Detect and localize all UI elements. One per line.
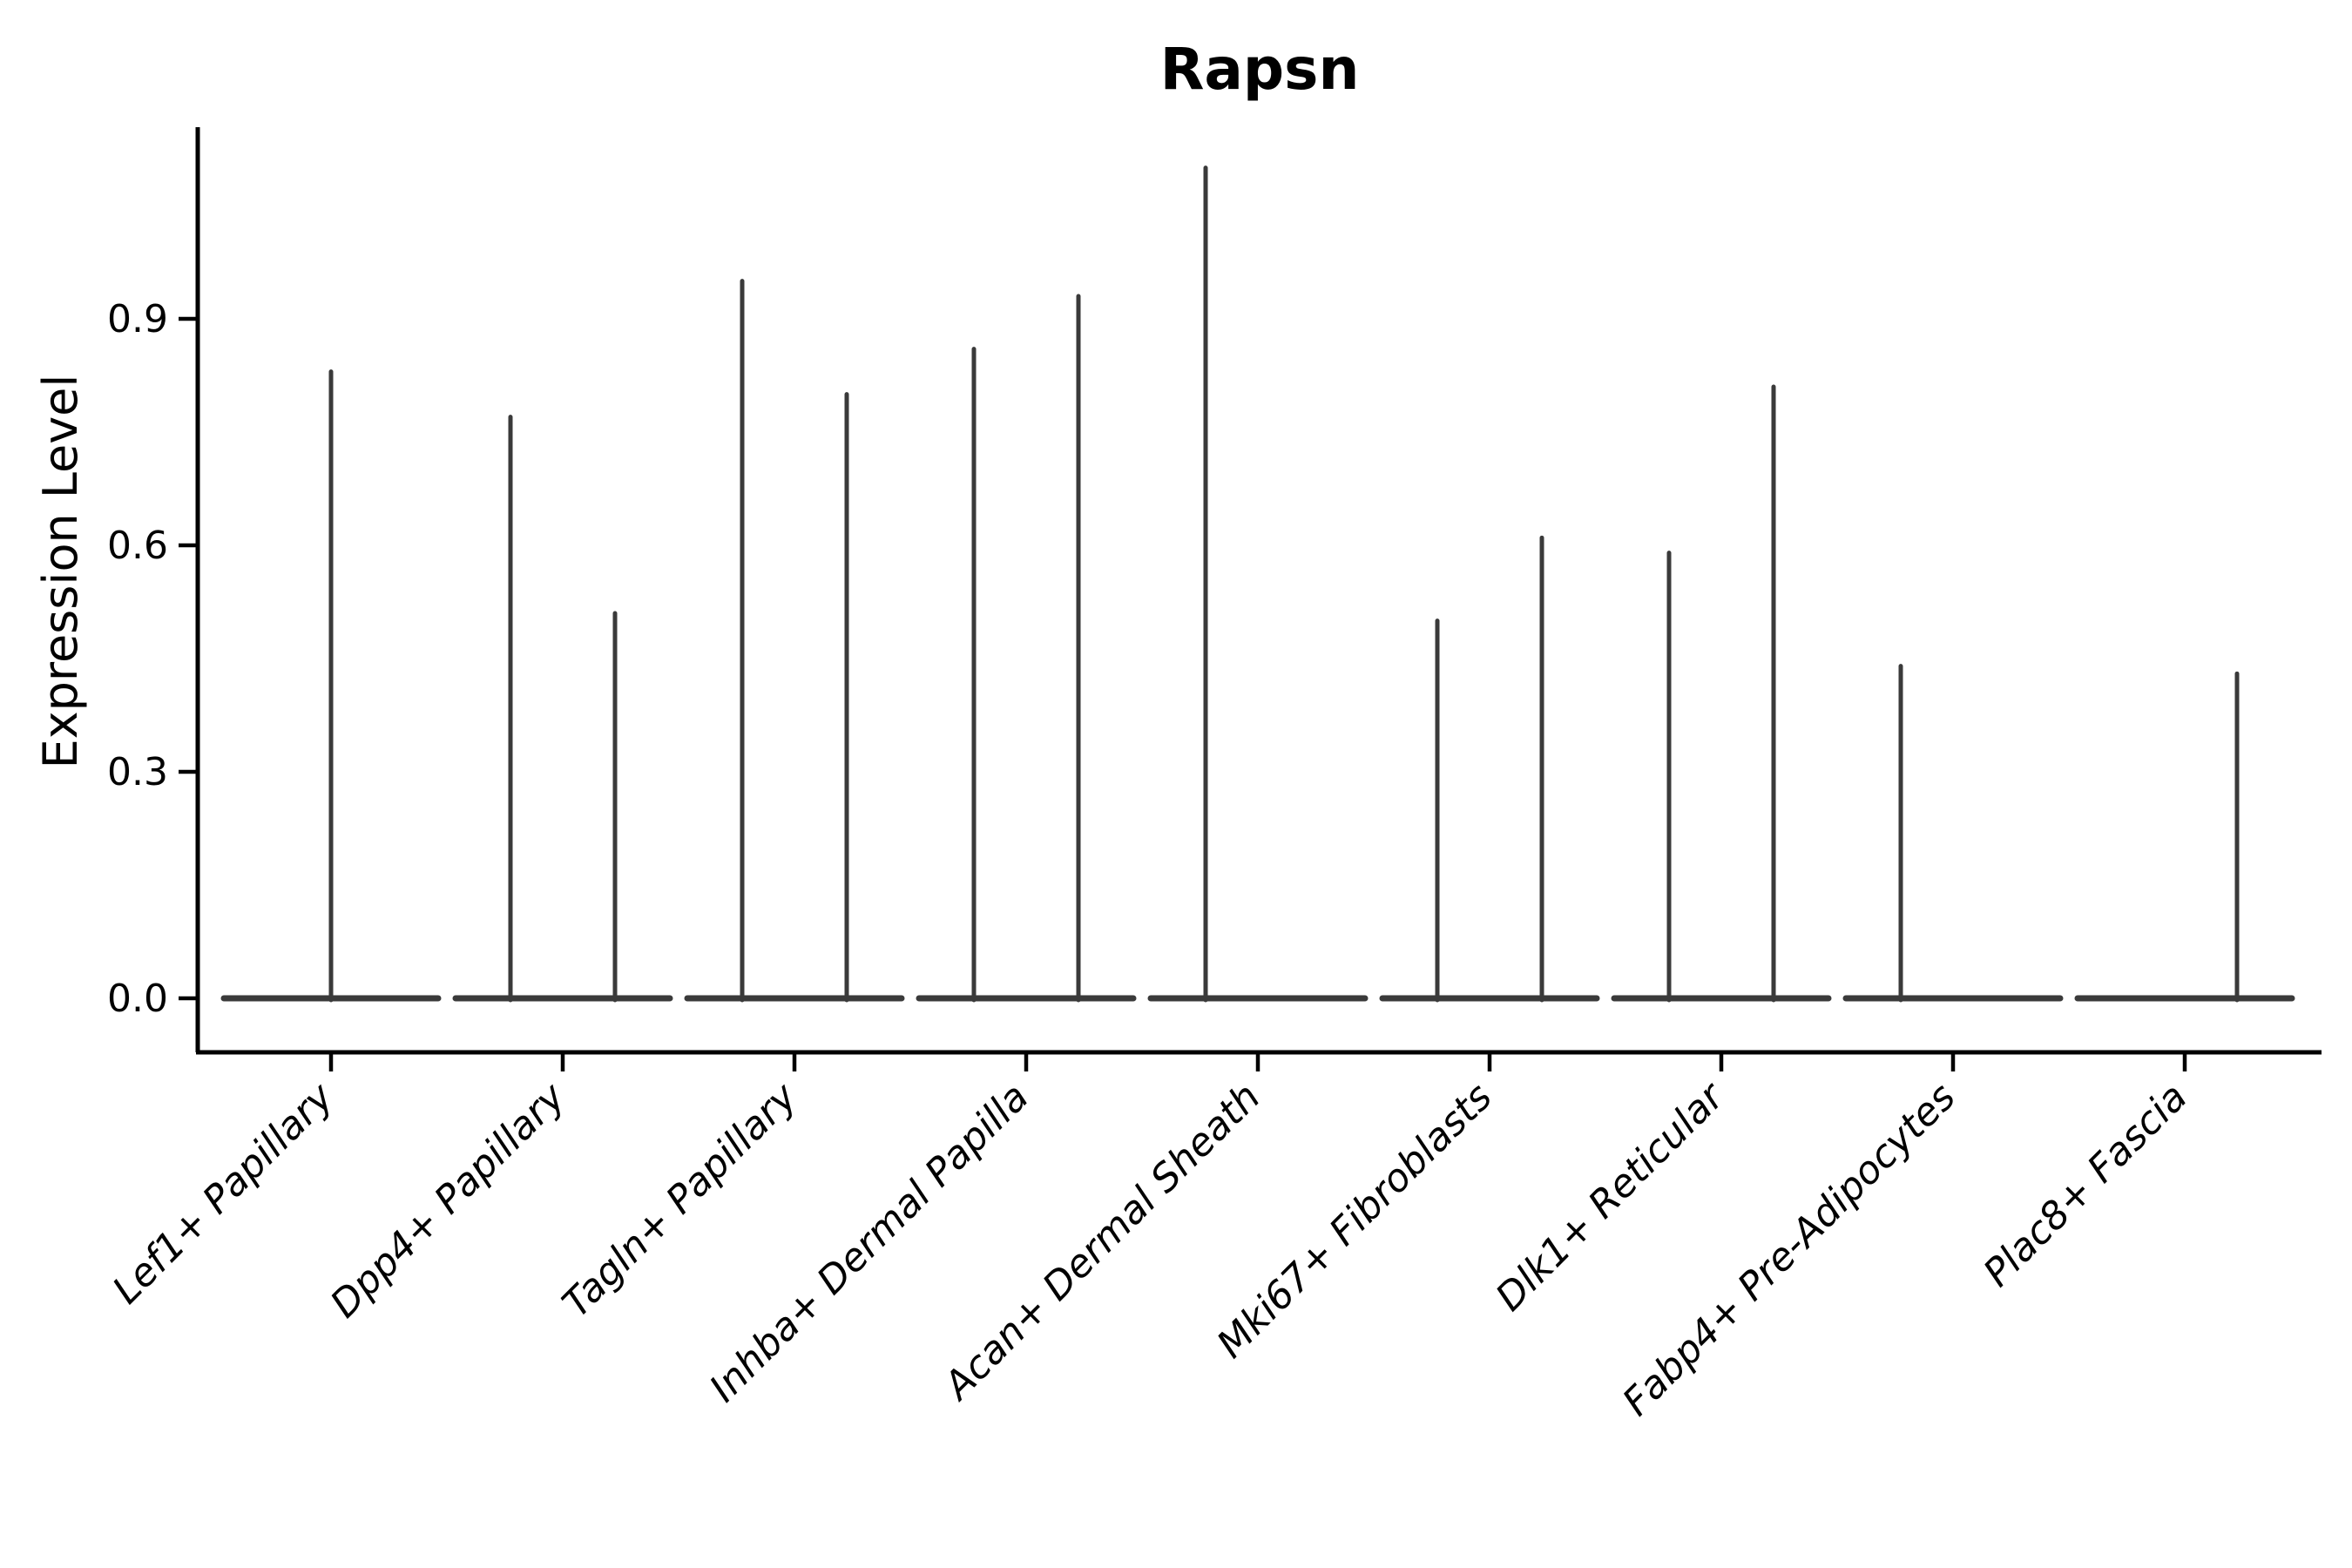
x-tick-label: Tagln+ Papillary <box>554 1074 806 1326</box>
y-tick-label: 0.6 <box>107 524 168 568</box>
x-tick-label: Dpp4+ Papillary <box>322 1074 575 1327</box>
x-tick-label: Lef1+ Papillary <box>105 1074 343 1313</box>
y-axis-label: Expression Level <box>33 375 88 769</box>
y-tick-label: 0.0 <box>107 977 168 1021</box>
chart-title: Rapsn <box>1160 36 1360 103</box>
y-tick-label: 0.9 <box>107 297 168 341</box>
y-tick-label: 0.3 <box>107 750 168 794</box>
x-tick-label: Plac8+ Fascia <box>1975 1075 2195 1295</box>
x-tick-label: Dlk1+ Reticular <box>1487 1073 1734 1320</box>
